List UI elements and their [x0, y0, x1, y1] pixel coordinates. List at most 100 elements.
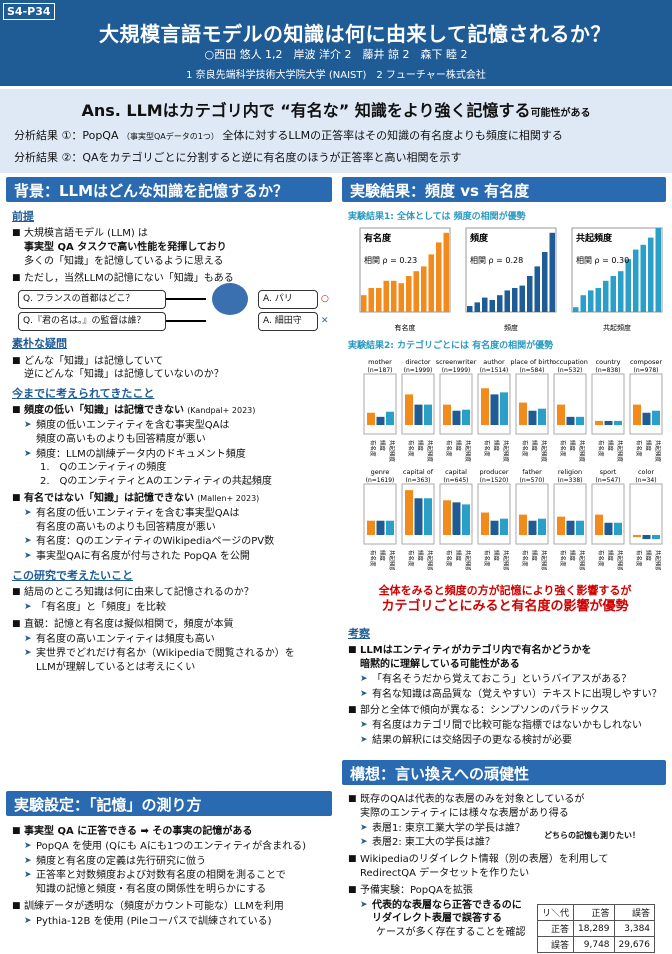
- category-name: screenwriter: [436, 358, 477, 366]
- bar: [367, 412, 375, 425]
- table-cell: 3,384: [613, 920, 656, 937]
- bar: [428, 254, 434, 312]
- bar: [512, 288, 518, 312]
- table-header: 正答: [573, 904, 615, 921]
- series-label: 有名度: [597, 440, 605, 457]
- poster-title: 大規模言語モデルの知識は何に由来して記憶されるか？: [99, 22, 611, 46]
- series-label: 有名度: [483, 440, 491, 457]
- series-label: 有名度: [407, 440, 415, 457]
- bar: [538, 518, 546, 535]
- bar: [519, 285, 525, 312]
- bar: [642, 412, 651, 425]
- bar: [452, 410, 461, 425]
- category-n: (n=1520): [480, 477, 509, 484]
- bar: [640, 244, 646, 312]
- bar: [367, 520, 375, 535]
- category-n: (n=187): [368, 367, 393, 374]
- category-correlation-charts: mother(n=187)有名度 頻度 共起頻度director(n=1999)有名…: [363, 358, 663, 570]
- x-label: 共起頻度: [603, 323, 631, 332]
- bar: [528, 410, 537, 425]
- category-name: author: [483, 358, 505, 366]
- category-name: color: [638, 468, 654, 476]
- series-label: 共起頻度: [616, 550, 624, 570]
- panel-corr: 相関 ρ = 0.28: [470, 255, 523, 265]
- series-label: 頻度: [417, 550, 425, 562]
- bar: [595, 514, 603, 535]
- bar: [368, 288, 374, 312]
- result1-heading: 実験結果1: 全体としては 頻度の相関が優勢: [348, 212, 526, 222]
- category-n: (n=1999): [404, 367, 433, 374]
- bar: [519, 402, 527, 425]
- series-label: 頻度: [455, 440, 463, 452]
- result-1: 分析結果 ①：PopQA （事実型QAデータの1つ） 全体に対するLLMの正答率…: [14, 129, 563, 142]
- bar: [519, 514, 527, 535]
- category-n: (n=570): [520, 477, 545, 484]
- qa-example: Q. フランスの首都はどこ？ A. パリ ○ Q.『君の名は。』の監督は誰？ A. 細…: [18, 283, 334, 332]
- bar: [648, 237, 654, 312]
- bar: [633, 404, 641, 425]
- bar: [481, 388, 489, 425]
- bar: [538, 408, 546, 425]
- bar: [424, 404, 432, 425]
- series-label: 有名度: [521, 440, 529, 457]
- series-label: 有名度: [483, 550, 491, 567]
- bar: [576, 520, 584, 535]
- bar: [534, 266, 540, 312]
- outlook-section: 既存のQAは代表的な表層のみを対象としているが実際のエンティティには様々な表層が…: [348, 790, 668, 940]
- bar: [490, 394, 499, 425]
- series-label: 共起頻度: [388, 550, 396, 570]
- category-n: (n=532): [558, 367, 583, 374]
- affiliations: 1 奈良先端科学技術大学院大学 (NAIST) 2 フューチャー株式会社: [186, 70, 486, 81]
- series-label: 共起頻度: [540, 550, 548, 570]
- bar: [497, 295, 503, 312]
- bar: [414, 404, 423, 425]
- series-label: 共起頻度: [464, 440, 472, 463]
- table-header: 誤答: [613, 904, 656, 921]
- table-cell: 9,748: [573, 936, 615, 953]
- bar: [421, 266, 427, 312]
- panel-frame: [571, 227, 663, 313]
- x-label: 有名度: [395, 323, 416, 332]
- poster-id: S4-P34: [3, 3, 55, 20]
- bar: [391, 280, 397, 312]
- bar: [405, 394, 413, 425]
- category-name: director: [405, 358, 431, 366]
- bar: [557, 404, 565, 425]
- series-label: 有名度: [445, 440, 453, 457]
- table-cell: 誤答: [536, 936, 575, 953]
- series-label: 共起頻度: [502, 440, 510, 463]
- category-name: capital of: [403, 468, 434, 476]
- section-outlook-title: 構想：言い換えへの頑健性: [342, 760, 666, 785]
- bar: [467, 306, 473, 312]
- panel-title: 頻度: [470, 232, 489, 244]
- category-name: place of birth: [510, 358, 553, 366]
- bar: [481, 512, 489, 535]
- category-n: (n=645): [444, 477, 469, 484]
- bar: [474, 302, 480, 312]
- bar: [452, 502, 461, 535]
- bar: [625, 259, 631, 312]
- bar: [383, 280, 389, 312]
- table-cell: 正答: [536, 920, 575, 937]
- panel-title: 共起頻度: [576, 232, 613, 244]
- section-setup-title: 実験設定：「記憶」の測り方: [6, 791, 332, 816]
- correct-icon: ○: [321, 294, 329, 305]
- bar: [386, 520, 394, 535]
- bar: [443, 404, 451, 425]
- category-n: (n=363): [406, 477, 431, 484]
- x-label: 頻度: [504, 323, 518, 332]
- section-background-title: 背景：LLMはどんな知識を記憶するか？: [6, 177, 332, 202]
- discussion: 考察 LLMはエンティティがカテゴリ内で有名かどうかを暗黙的に理解している可能性…: [348, 622, 668, 748]
- bar: [424, 498, 432, 535]
- bar: [580, 295, 586, 312]
- category-n: (n=838): [596, 367, 621, 374]
- series-label: 共起頻度: [578, 550, 586, 570]
- series-label: 頻度: [569, 550, 577, 562]
- premise-heading: 前提: [12, 210, 34, 223]
- section-results-title: 実験結果：頻度 vs 有名度: [342, 177, 666, 202]
- bar: [527, 276, 533, 312]
- bar: [655, 228, 661, 312]
- bar: [528, 520, 537, 535]
- table-row: 正答 18,289 3,384: [536, 920, 656, 937]
